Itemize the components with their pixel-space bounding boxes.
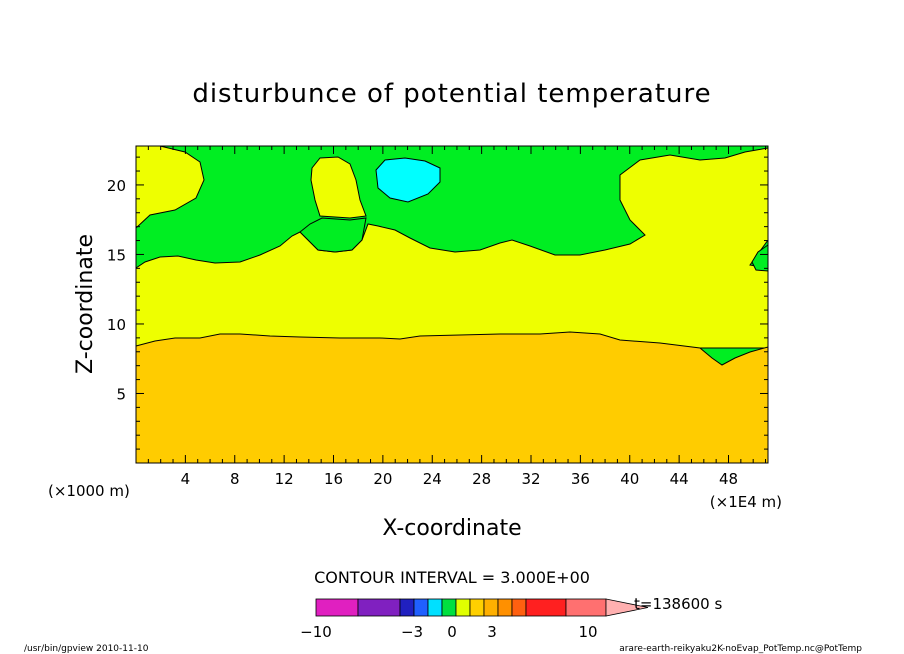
chart-title: disturbunce of potential temperature bbox=[192, 79, 711, 109]
y-axis-label: Z-coordinate bbox=[73, 234, 98, 374]
x-unit-right: (×1E4 m) bbox=[710, 493, 782, 511]
colorbar-swatch bbox=[427, 598, 443, 617]
colorbar-swatch bbox=[441, 598, 457, 617]
colorbar-swatch bbox=[413, 598, 429, 617]
colorbar-label: 3 bbox=[487, 623, 497, 641]
footer-left: /usr/bin/gpview 2010-11-10 bbox=[24, 644, 149, 654]
colorbar-swatch bbox=[525, 598, 567, 617]
plot-frame bbox=[135, 145, 769, 464]
colorbar-swatch bbox=[455, 598, 471, 617]
orange-region bbox=[135, 331, 769, 464]
colorbar-labels: −10 −3 0 3 10 bbox=[300, 623, 597, 641]
x-tick-label: 16 bbox=[324, 470, 343, 488]
x-tick-label: 4 bbox=[181, 470, 191, 488]
x-tick-label: 36 bbox=[571, 470, 590, 488]
plot-area bbox=[135, 145, 769, 464]
yellow-blob-left bbox=[135, 145, 205, 230]
contour-interval: CONTOUR INTERVAL = 3.000E+00 bbox=[314, 568, 590, 587]
colorbar-swatch bbox=[315, 598, 359, 617]
colorbar-swatch bbox=[565, 598, 607, 617]
colorbar-swatch bbox=[357, 598, 401, 617]
x-tick-label: 20 bbox=[373, 470, 392, 488]
colorbar-swatch bbox=[483, 598, 499, 617]
x-axis: 4 8 12 16 20 24 28 32 36 40 44 48 bbox=[147, 146, 767, 488]
colorbar-label: −10 bbox=[300, 623, 332, 641]
y-tick-label: 5 bbox=[116, 385, 126, 403]
y-axis: 5 10 15 20 bbox=[107, 156, 768, 450]
colorbar-swatch bbox=[511, 598, 527, 617]
yellow-region bbox=[135, 147, 769, 349]
y-tick-label: 20 bbox=[107, 177, 126, 195]
x-tick-label: 28 bbox=[472, 470, 491, 488]
time-label: t=138600 s bbox=[634, 595, 722, 613]
colorbar-label: 0 bbox=[447, 623, 457, 641]
x-tick-label: 48 bbox=[719, 470, 738, 488]
x-tick-label: 8 bbox=[230, 470, 240, 488]
x-tick-label: 24 bbox=[423, 470, 442, 488]
y-tick-label: 10 bbox=[107, 316, 126, 334]
colorbar-swatch bbox=[497, 598, 513, 617]
y-tick-label: 15 bbox=[107, 246, 126, 264]
x-tick-label: 40 bbox=[620, 470, 639, 488]
x-tick-label: 44 bbox=[670, 470, 689, 488]
x-tick-label: 12 bbox=[275, 470, 294, 488]
colorbar-swatch bbox=[469, 598, 485, 617]
x-axis-label: X-coordinate bbox=[382, 516, 521, 541]
x-unit-left: (×1000 m) bbox=[48, 482, 130, 500]
yellow-finger bbox=[310, 156, 367, 219]
colorbar-label: 10 bbox=[578, 623, 597, 641]
colorbar-arrow bbox=[605, 598, 649, 617]
footer-right: arare-earth-reikyaku2K-noEvap_PotTemp.nc… bbox=[619, 644, 862, 654]
colorbar-swatch bbox=[399, 598, 415, 617]
green-pocket-left bbox=[299, 217, 367, 253]
cyan-region bbox=[375, 157, 441, 203]
colorbar bbox=[315, 598, 649, 617]
x-tick-label: 32 bbox=[521, 470, 540, 488]
colorbar-label: −3 bbox=[401, 623, 423, 641]
